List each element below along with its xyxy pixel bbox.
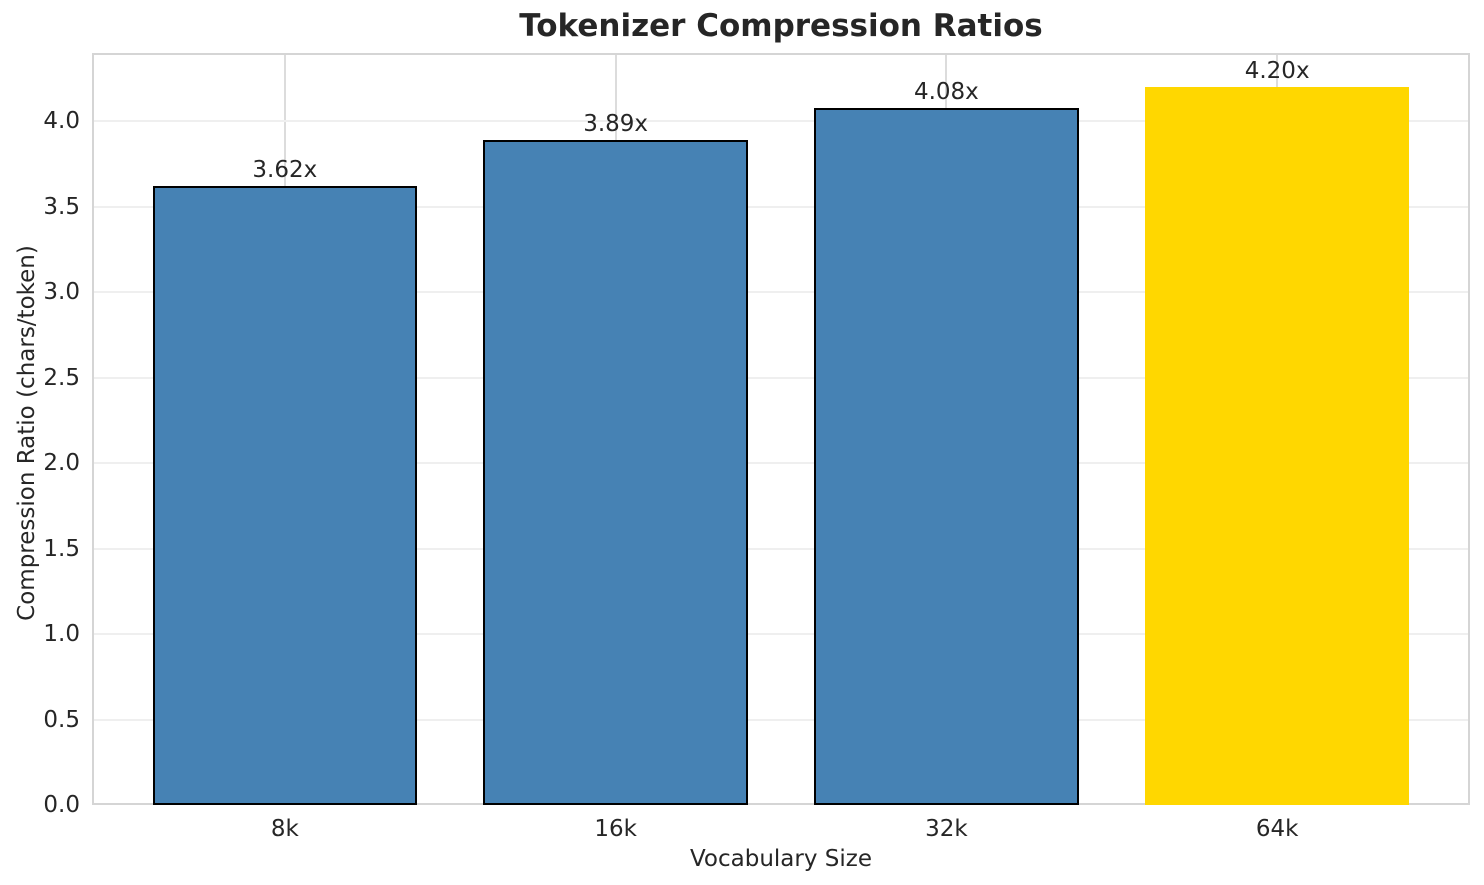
y-tick-label: 2.0 [43, 450, 80, 477]
y-tick-label: 1.5 [43, 535, 80, 562]
y-tick-label: 4.0 [43, 108, 80, 135]
bar-32k [814, 107, 1079, 805]
y-tick-label: 3.5 [43, 193, 80, 220]
plot-area: 3.62x 3.89x 4.08x 4.20x [92, 53, 1470, 805]
y-tick-label: 0.5 [43, 706, 80, 733]
x-tick-label: 32k [925, 816, 968, 842]
x-tick-label: 16k [594, 816, 637, 842]
y-tick-label: 2.5 [43, 364, 80, 391]
horizontal-gridline [92, 205, 1470, 208]
x-axis-label: Vocabulary Size [689, 846, 872, 872]
bar-16k [483, 140, 748, 805]
bar-value-label: 4.20x [1244, 58, 1310, 85]
horizontal-gridline [92, 291, 1470, 294]
horizontal-gridline [92, 120, 1470, 123]
chart-title: Tokenizer Compression Ratios [519, 8, 1043, 44]
bar-value-label: 3.89x [583, 111, 649, 138]
bar-value-label: 4.08x [913, 78, 979, 105]
x-tick-label: 8k [270, 816, 299, 842]
horizontal-gridline [92, 547, 1470, 550]
bar-8k [152, 186, 418, 805]
x-tick-label: 64k [1255, 816, 1299, 842]
horizontal-gridline [92, 376, 1470, 379]
bar-value-label: 3.62x [252, 157, 318, 184]
y-tick-label: 3.0 [43, 279, 80, 306]
horizontal-gridline [92, 462, 1470, 465]
y-tick-label: 0.0 [43, 792, 80, 818]
horizontal-gridline [92, 633, 1470, 636]
y-tick-label: 1.0 [43, 621, 80, 648]
bar-64k [1144, 87, 1410, 805]
horizontal-gridline [92, 718, 1470, 721]
